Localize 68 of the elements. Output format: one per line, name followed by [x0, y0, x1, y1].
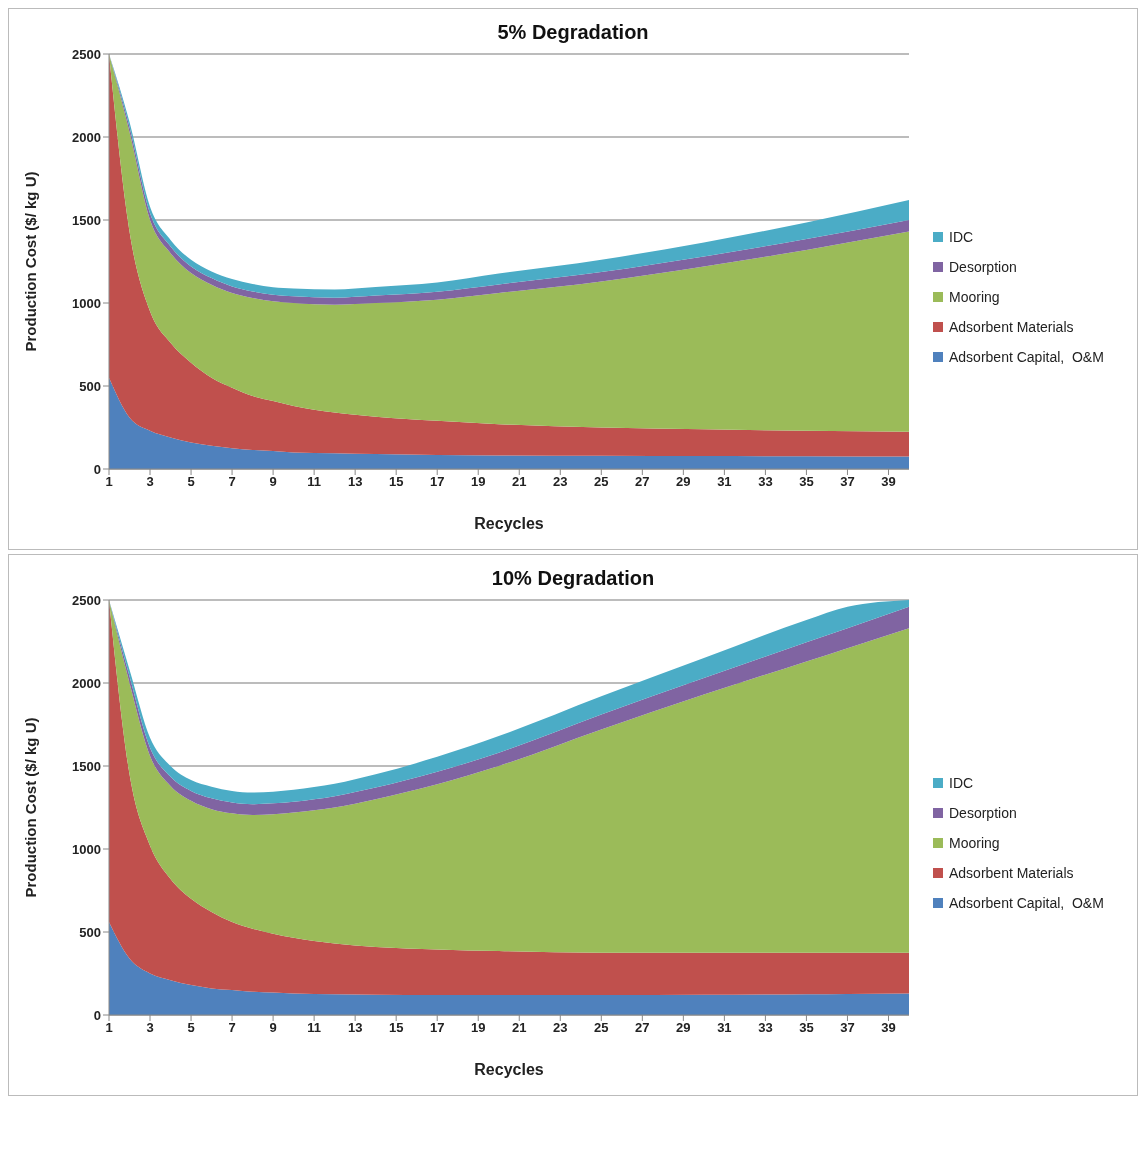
- x-tick-label: 7: [228, 1020, 236, 1036]
- legend-label: IDC: [949, 228, 974, 245]
- legend-label: IDC: [949, 774, 974, 791]
- x-tick-label: 29: [676, 474, 691, 490]
- y-tick-label: 500: [79, 924, 101, 940]
- x-tick-label: 35: [799, 474, 814, 490]
- x-tick-label: 15: [388, 474, 404, 490]
- x-tick-label: 7: [228, 474, 236, 490]
- y-tick-label: 1000: [72, 841, 101, 857]
- x-tick-label: 1: [105, 474, 113, 490]
- y-tick-label: 2500: [72, 46, 101, 62]
- y-tick-label: 2000: [72, 129, 101, 145]
- x-tick-label: 39: [881, 474, 896, 490]
- x-tick-label: 5: [187, 1020, 195, 1036]
- x-tick-label: 37: [840, 474, 855, 490]
- chart-title: 5% Degradation: [496, 20, 650, 44]
- legend-label: Adsorbent Capital, O&M: [949, 894, 1104, 911]
- y-tick-label: 1000: [72, 295, 101, 311]
- x-tick-label: 25: [594, 1020, 609, 1036]
- x-tick-label: 9: [269, 474, 277, 490]
- x-tick-label: 23: [553, 474, 568, 490]
- x-tick-label: 17: [429, 1020, 445, 1036]
- x-tick-label: 33: [758, 474, 773, 490]
- x-tick-label: 11: [307, 474, 321, 490]
- y-tick-label: 500: [79, 378, 101, 394]
- x-tick-label: 31: [717, 1020, 732, 1036]
- y-axis-title: Production Cost ($/ kg U): [22, 717, 40, 898]
- chart-title: 10% Degradation: [490, 566, 656, 590]
- x-tick-label: 21: [512, 474, 527, 490]
- y-tick-label: 2000: [72, 675, 101, 691]
- x-tick-label: 5: [187, 474, 195, 490]
- x-axis-title: Recycles: [474, 1061, 544, 1078]
- x-tick-label: 11: [307, 1020, 321, 1036]
- x-tick-label: 3: [146, 1020, 154, 1036]
- legend-label: Desorption: [949, 258, 1017, 275]
- legend-label: Mooring: [949, 288, 1000, 305]
- x-tick-label: 17: [429, 474, 445, 490]
- x-tick-label: 39: [881, 1020, 896, 1036]
- x-tick-label: 23: [553, 1020, 568, 1036]
- y-tick-label: 1500: [72, 212, 101, 228]
- legend-label: Adsorbent Materials: [949, 318, 1074, 335]
- x-tick-label: 33: [758, 1020, 773, 1036]
- y-axis-title: Production Cost ($/ kg U): [22, 171, 40, 352]
- legend-label: Desorption: [949, 804, 1017, 821]
- x-tick-label: 25: [594, 474, 609, 490]
- x-tick-label: 27: [635, 1020, 650, 1036]
- x-tick-label: 3: [146, 474, 154, 490]
- legend-label: Adsorbent Materials: [949, 864, 1074, 881]
- legend-label: Adsorbent Capital, O&M: [949, 348, 1104, 365]
- x-tick-label: 21: [512, 1020, 527, 1036]
- x-tick-label: 27: [635, 474, 650, 490]
- x-tick-label: 19: [471, 474, 486, 490]
- y-tick-label: 1500: [72, 758, 101, 774]
- legend-label: Mooring: [949, 834, 1000, 851]
- x-tick-label: 29: [676, 1020, 691, 1036]
- y-tick-label: 0: [93, 1007, 101, 1023]
- x-tick-label: 15: [388, 1020, 404, 1036]
- x-tick-label: 19: [471, 1020, 486, 1036]
- y-tick-label: 0: [93, 461, 101, 477]
- x-tick-label: 31: [717, 474, 732, 490]
- x-tick-label: 37: [840, 1020, 855, 1036]
- y-tick-label: 2500: [72, 592, 101, 608]
- x-tick-label: 35: [799, 1020, 814, 1036]
- x-tick-label: 1: [105, 1020, 113, 1036]
- x-axis-title: Recycles: [474, 515, 544, 532]
- x-tick-label: 13: [347, 474, 363, 490]
- x-tick-label: 13: [347, 1020, 363, 1036]
- x-tick-label: 9: [269, 1020, 277, 1036]
